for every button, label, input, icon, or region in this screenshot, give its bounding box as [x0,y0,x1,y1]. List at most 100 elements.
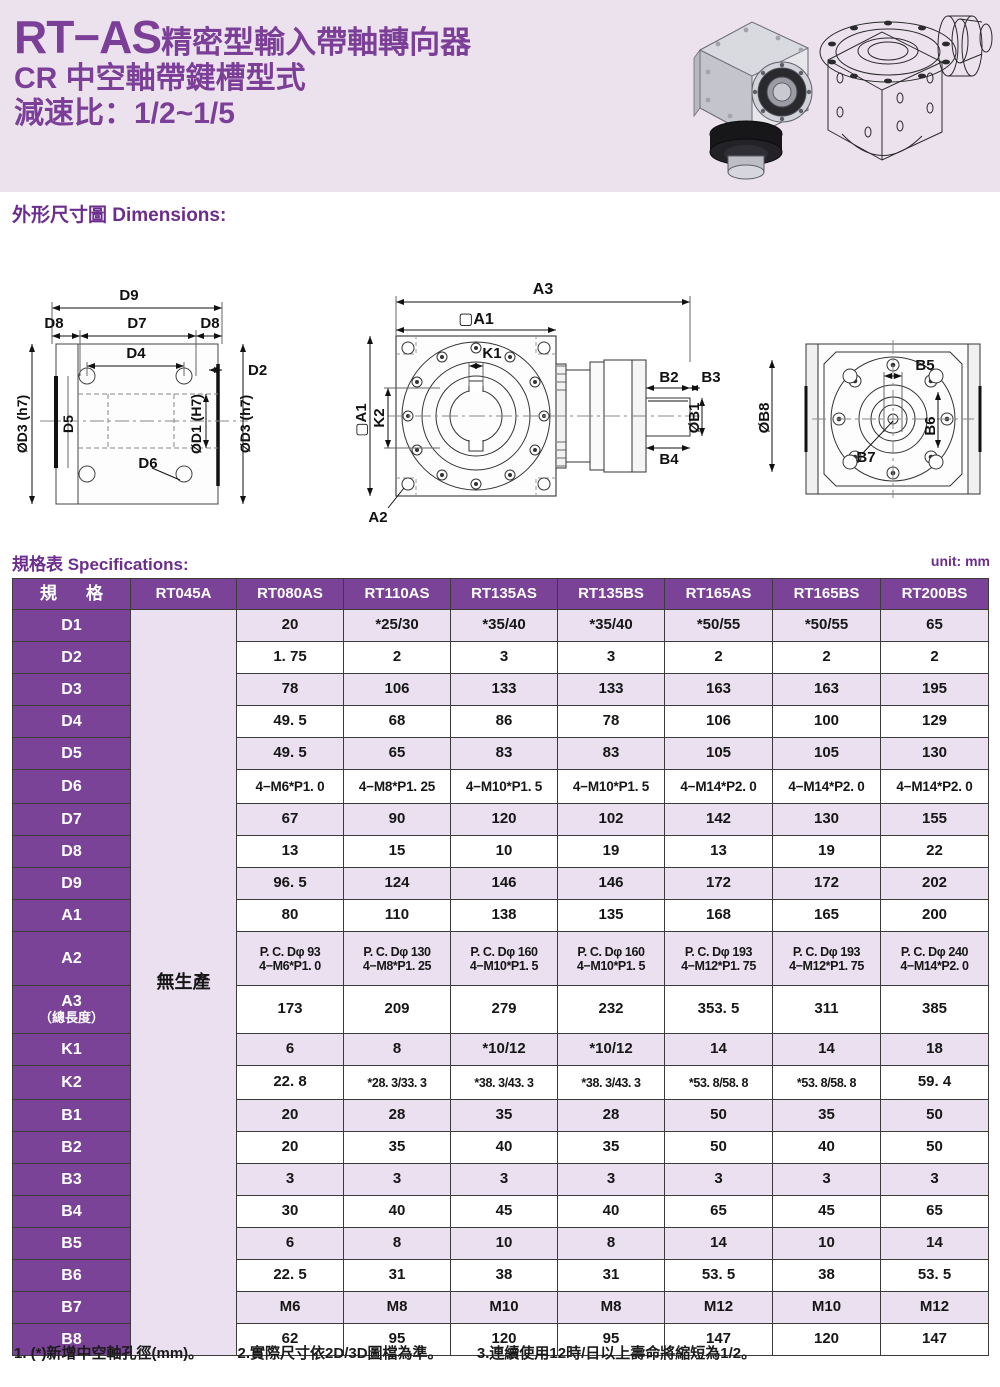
product-image-group [660,4,996,188]
cell-b6-4: 31 [557,1259,665,1292]
title-block: RT−AS精密型輸入帶軸轉向器 CR 中空軸帶鍵槽型式 減速比：1/2~1/5 [14,14,654,129]
product-model: RT−AS [14,11,162,63]
row-label-d3: D3 [12,673,131,706]
cell-d9-2: 124 [343,867,451,900]
cell-a2-6: P. C. Dφ 193 4−M12*P1. 75 [772,931,881,986]
cell-d5-2: 65 [343,737,451,770]
cell-rt045a-no-production: 無生產 [130,609,237,1356]
drawings-svg: D9 D8 D7 D8 D4 D2 D6 ØD3 (h7) ØD3 (h7) D… [14,281,982,575]
cell-d1-5: *50/55 [664,609,773,642]
cell-k1-4: *10/12 [557,1033,665,1066]
cell-a3-2: 209 [343,985,451,1034]
col-header-rt135as: RT135AS [450,578,558,610]
cell-d9-3: 146 [450,867,558,900]
cell-a2-4: P. C. Dφ 160 4−M10*P1. 5 [557,931,665,986]
cell-d5-6: 105 [772,737,881,770]
row-label-a1: A1 [12,899,131,932]
product-photo-wireframe [819,15,993,161]
cell-d7-4: 102 [557,803,665,836]
cell-d3-2: 106 [343,673,451,706]
label-d5: D5 [60,415,76,433]
row-label-d4: D4 [12,705,131,738]
cell-b7-7: M12 [880,1291,989,1324]
label-d4: D4 [126,345,146,362]
table-row: D8 13 15 10 19 13 19 22 [12,835,989,868]
cell-b8-1: 62 [236,1323,344,1356]
cell-b8-2: 95 [343,1323,451,1356]
label-d9: D9 [119,287,138,304]
cell-d1-3: *35/40 [450,609,558,642]
cell-b7-3: M10 [450,1291,558,1324]
label-b2: B2 [659,369,678,386]
cell-b4-3: 45 [450,1195,558,1228]
cell-d2-3: 3 [450,641,558,674]
cell-d6-7: 4−M14*P2. 0 [880,769,989,804]
label-d3-left: ØD3 (h7) [14,395,30,453]
label-d7: D7 [127,315,146,332]
row-label-b7: B7 [12,1291,131,1324]
cell-d2-2: 2 [343,641,451,674]
cell-d8-3: 10 [450,835,558,868]
label-d1: ØD1 (H7) [188,394,204,454]
cell-b2-5: 50 [664,1131,773,1164]
cell-b1-3: 35 [450,1099,558,1132]
cell-b1-1: 20 [236,1099,344,1132]
cell-a1-5: 168 [664,899,773,932]
cell-line: P. C. Dφ 193 [684,944,753,959]
cell-b1-5: 50 [664,1099,773,1132]
cell-d1-1: 20 [236,609,344,642]
row-label-b8: B8 [12,1323,131,1356]
cell-k1-3: *10/12 [450,1033,558,1066]
table-row: K2 22. 8 *28. 3/33. 3 *38. 3/43. 3 *38. 3/43… [12,1065,989,1100]
cell-b2-3: 40 [450,1131,558,1164]
cell-d9-6: 172 [772,867,881,900]
cell-line: 4−M14*P2. 0 [900,958,969,973]
row-label-d9: D9 [12,867,131,900]
cell-b3-4: 3 [557,1163,665,1196]
cell-b2-2: 35 [343,1131,451,1164]
row-label-a2: A2 [12,931,131,986]
cell-b6-1: 22. 5 [236,1259,344,1292]
label-d2: D2 [248,362,267,379]
cell-b3-1: 3 [236,1163,344,1196]
cell-d2-1: 1. 75 [236,641,344,674]
cell-line: P. C. Dφ 130 [363,944,431,959]
cell-d3-6: 163 [772,673,881,706]
cell-b3-3: 3 [450,1163,558,1196]
cell-a2-1: P. C. Dφ 93 4−M6*P1. 0 [236,931,344,986]
table-row: B3 3 3 3 3 3 3 3 [12,1163,989,1196]
table-row: B5 6 8 10 8 14 10 14 [12,1227,989,1260]
footnotes: 1. (*)新增中空軸孔徑(mm)。 2.實際尺寸依2D/3D圖檔為準。 3.連… [14,1342,984,1363]
cell-a3-7: 385 [880,985,989,1034]
col-header-rt165bs: RT165BS [772,578,881,610]
label-b3: B3 [701,369,720,386]
cell-d5-1: 49. 5 [236,737,344,770]
cell-b3-2: 3 [343,1163,451,1196]
label-d3-right: ØD3 (h7) [237,395,253,453]
cell-a3-4: 232 [557,985,665,1034]
cell-line: 4−M12*P1. 75 [681,958,756,973]
row-label-b6: B6 [12,1259,131,1292]
cell-b7-4: M8 [557,1291,665,1324]
label-a1-vertical: ▢A1 [353,403,370,436]
cell-k2-5: *53. 8/58. 8 [664,1065,773,1100]
cell-k1-6: 14 [772,1033,881,1066]
footnote-2: 2.實際尺寸依2D/3D圖檔為準。 [237,1345,443,1362]
cell-line: P. C. Dφ 93 [259,944,321,959]
cell-a1-7: 200 [880,899,989,932]
cell-d1-2: *25/30 [343,609,451,642]
cell-a3-1: 173 [236,985,344,1034]
cell-b6-6: 38 [772,1259,881,1292]
cell-b8-6: 120 [772,1323,881,1356]
cell-b4-1: 30 [236,1195,344,1228]
cell-b1-4: 28 [557,1099,665,1132]
cell-d8-2: 15 [343,835,451,868]
col-header-spec: 規 格 [12,578,131,610]
cell-d6-5: 4−M14*P2. 0 [664,769,773,804]
cell-d5-5: 105 [664,737,773,770]
cell-d8-5: 13 [664,835,773,868]
row-label-d6: D6 [12,769,131,804]
cell-a1-1: 80 [236,899,344,932]
table-header-row: 規 格 RT045A RT080AS RT110AS RT135AS RT135… [12,578,989,610]
cell-d7-2: 90 [343,803,451,836]
